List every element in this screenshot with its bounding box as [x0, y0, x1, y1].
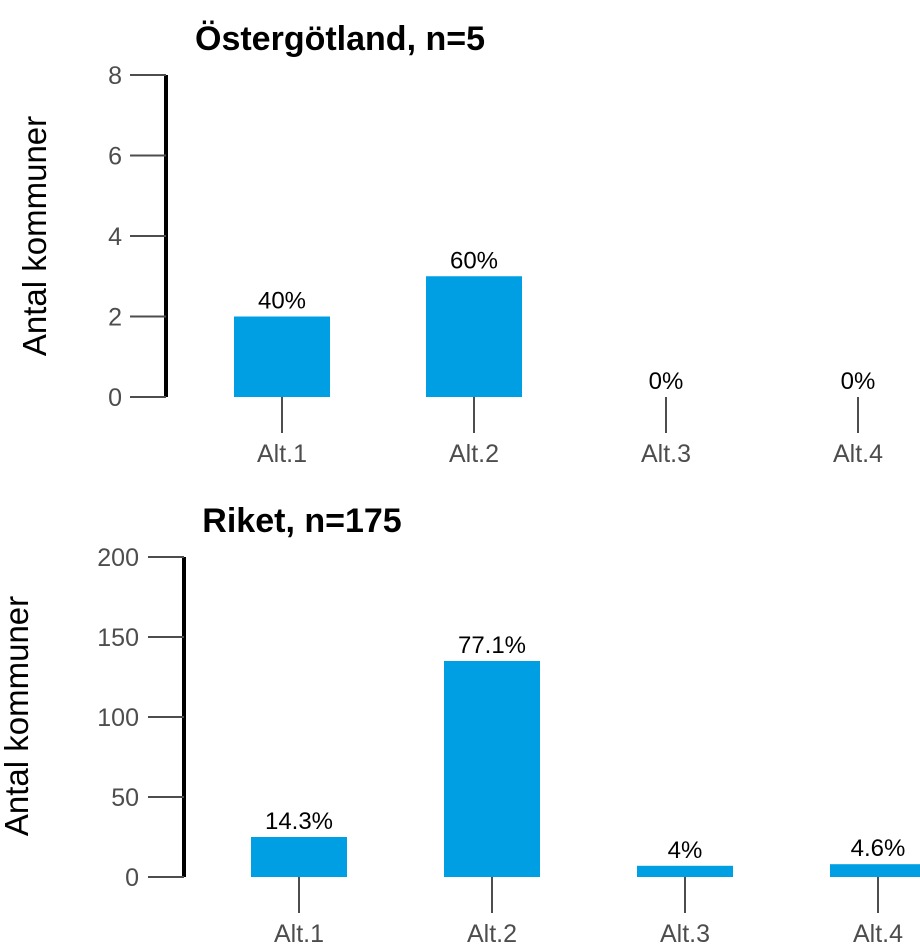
category-label: Alt.1 — [257, 440, 307, 468]
data-label: 0% — [841, 368, 876, 395]
category-label: Alt.3 — [660, 920, 710, 948]
y-tick-label: 0 — [108, 384, 122, 412]
category-label: Alt.3 — [641, 440, 691, 468]
bar — [830, 864, 920, 877]
y-axis-label: Antal kommuner — [0, 596, 35, 836]
bar — [444, 661, 540, 877]
y-axis-label: Antal kommuner — [16, 116, 53, 356]
bar — [251, 837, 347, 877]
bar — [234, 316, 330, 397]
category-label: Alt.4 — [853, 920, 903, 948]
y-tick-label: 50 — [111, 784, 139, 812]
data-label: 60% — [450, 247, 498, 274]
data-label: 77.1% — [458, 632, 526, 659]
data-label: 0% — [649, 368, 684, 395]
chart-title: Riket, n=175 — [202, 502, 401, 540]
y-tick-label: 4 — [108, 223, 122, 251]
y-tick-label: 6 — [108, 143, 122, 171]
data-label: 14.3% — [265, 808, 333, 835]
y-tick-label: 150 — [97, 624, 139, 652]
category-label: Alt.2 — [449, 440, 499, 468]
y-tick-label: 0 — [125, 864, 139, 892]
category-label: Alt.2 — [467, 920, 517, 948]
y-tick-label: 8 — [108, 62, 122, 90]
chart-title: Östergötland, n=5 — [195, 20, 485, 58]
y-tick-label: 100 — [97, 704, 139, 732]
bar — [426, 276, 522, 397]
data-label: 4.6% — [851, 835, 906, 862]
bar — [637, 865, 733, 877]
data-label: 4% — [668, 837, 703, 864]
y-tick-label: 200 — [97, 544, 139, 572]
data-label: 40% — [258, 288, 306, 315]
category-label: Alt.1 — [274, 920, 324, 948]
y-tick-label: 2 — [108, 304, 122, 332]
category-label: Alt.4 — [833, 440, 883, 468]
